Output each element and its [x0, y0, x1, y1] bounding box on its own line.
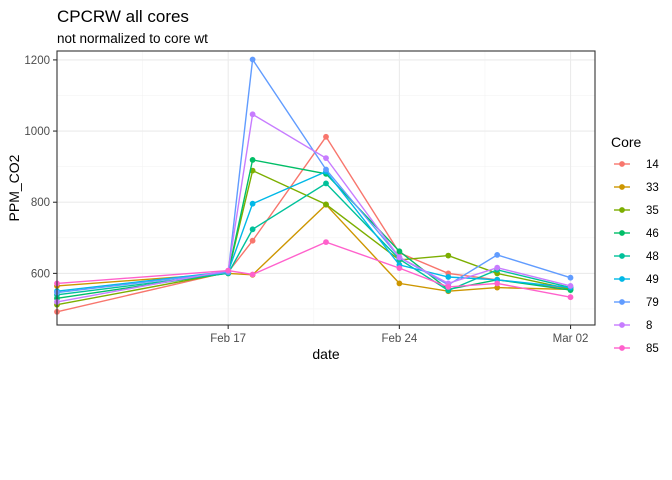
series-layer: [54, 56, 574, 315]
legend-key-point: [619, 161, 625, 167]
chart-subtitle: not normalized to core wt: [57, 31, 208, 46]
legend-title: Core: [611, 134, 642, 150]
legend-label: 48: [646, 251, 659, 263]
x-tick-label: Feb 24: [381, 333, 417, 345]
legend-key-point: [619, 299, 625, 305]
data-point-79-3: [323, 166, 329, 173]
legend-item-14: 14: [614, 159, 659, 171]
series-line-33: [56, 203, 571, 292]
series-8: [54, 111, 574, 305]
data-point-85-3: [323, 239, 329, 246]
data-point-79-7: [567, 274, 574, 281]
series-line-48: [56, 182, 571, 296]
y-tick-label: 1000: [24, 126, 50, 138]
data-point-49-5: [445, 274, 452, 280]
legend-key-point: [619, 253, 625, 259]
series-85: [54, 239, 574, 301]
data-point-8-7: [567, 283, 574, 289]
legend-key-point: [619, 276, 625, 282]
y-tick-label: 1200: [24, 55, 50, 67]
legend-key-point: [619, 345, 625, 351]
data-point-8-2: [249, 111, 256, 118]
data-point-48-2: [249, 226, 256, 233]
data-point-46-2: [249, 157, 256, 163]
chart-title: CPCRW all cores: [57, 7, 189, 26]
legend-key-point: [619, 230, 625, 236]
data-point-8-6: [494, 264, 501, 271]
y-tick-label: 600: [31, 268, 50, 280]
legend-key-point: [619, 207, 625, 213]
data-point-14-3: [323, 133, 329, 140]
legend-item-85: 85: [614, 343, 659, 355]
x-axis-title: date: [312, 346, 339, 362]
data-point-48-3: [323, 180, 329, 187]
data-point-85-5: [445, 284, 452, 290]
data-point-49-2: [249, 200, 256, 207]
legend-key-point: [619, 184, 625, 190]
series-line-85: [56, 241, 571, 298]
series-line-79: [56, 57, 571, 294]
plot-panel: [57, 51, 595, 325]
legend-label: 33: [646, 182, 659, 194]
legend-item-8: 8: [614, 320, 652, 332]
data-point-85-4: [396, 265, 403, 271]
y-axis-title: PPM_CO2: [6, 154, 22, 221]
legend-item-33: 33: [614, 182, 659, 194]
axes: 600 800 1000 1200 Feb 17 Feb 24 Mar 02: [24, 55, 588, 345]
grid: [57, 51, 595, 325]
legend-label: 85: [646, 343, 659, 355]
legend-item-48: 48: [614, 251, 659, 263]
data-point-33-6: [494, 284, 501, 291]
legend-item-35: 35: [614, 205, 659, 217]
data-point-85-6: [494, 280, 501, 287]
series-line-8: [56, 113, 571, 303]
legend-item-46: 46: [614, 228, 659, 240]
data-point-46-4: [396, 248, 403, 255]
legend-item-79: 79: [614, 297, 659, 309]
legend-label: 49: [646, 274, 659, 286]
plot-panel-border: [56, 50, 596, 326]
legend-label: 14: [646, 159, 659, 171]
data-point-85-1: [225, 267, 232, 274]
data-point-85-7: [567, 294, 574, 301]
data-point-85-2: [249, 271, 256, 278]
data-point-33-4: [396, 280, 403, 287]
legend-item-49: 49: [614, 274, 659, 286]
data-point-14-2: [249, 237, 256, 244]
x-tick-label: Feb 17: [210, 333, 246, 345]
legend-label: 46: [646, 228, 659, 240]
data-point-8-3: [323, 155, 329, 162]
legend-key-point: [619, 322, 625, 328]
data-point-8-4: [396, 254, 403, 261]
data-point-79-2: [249, 56, 256, 63]
data-point-35-5: [445, 252, 452, 259]
y-tick-label: 800: [31, 197, 50, 209]
legend-label: 79: [646, 297, 659, 309]
legend-label: 8: [646, 320, 652, 332]
data-point-35-3: [323, 201, 329, 208]
series-line-49: [56, 170, 571, 292]
x-tick-label: Mar 02: [553, 333, 589, 345]
legend-label: 35: [646, 205, 659, 217]
legend: Core 14 33 35 46 48 49 79 8 85: [611, 134, 659, 355]
data-point-79-6: [494, 252, 501, 258]
